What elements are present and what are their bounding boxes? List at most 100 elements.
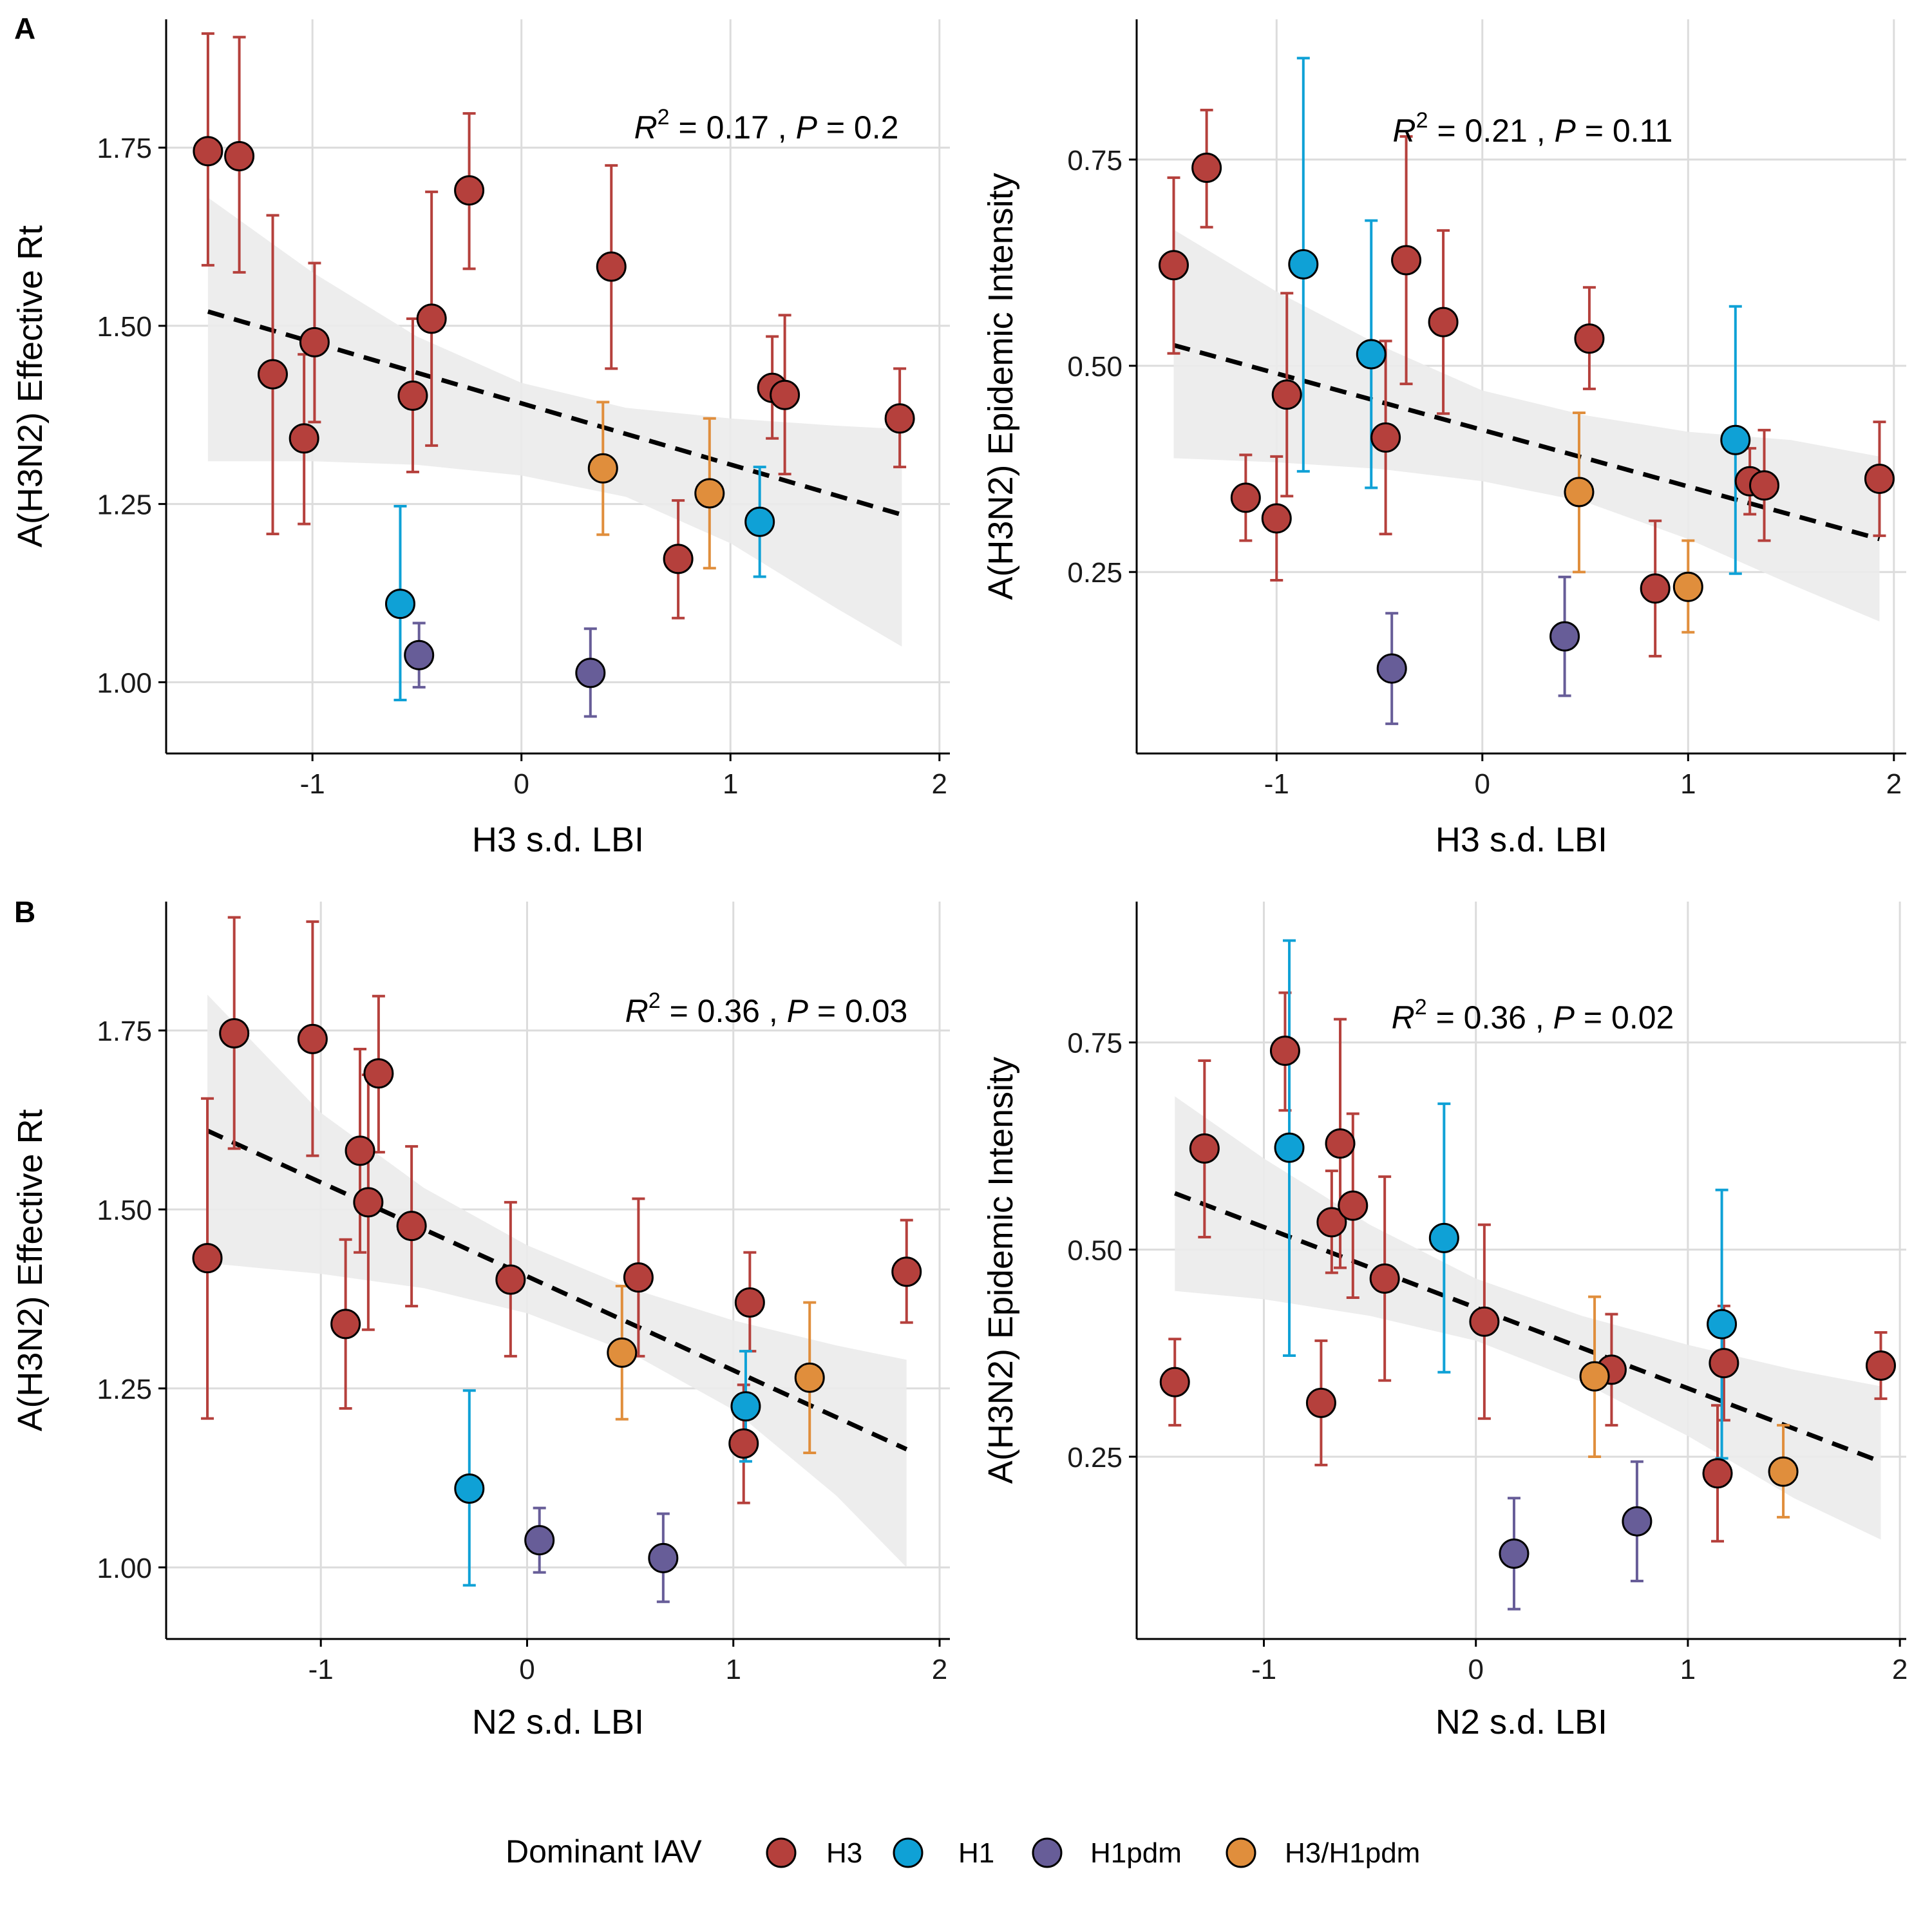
data-point-h1pdm — [1376, 653, 1407, 684]
y-axis-title: A(H3N2) Epidemic Intensity — [981, 173, 1020, 600]
y-tick-label: 1.50 — [97, 311, 152, 343]
fit-statistics-part: = 0.11 — [1576, 113, 1673, 149]
data-point-h3 — [884, 403, 915, 434]
y-axis-title: A(H3N2) Epidemic Intensity — [981, 1057, 1020, 1484]
fit-statistics-part: R — [625, 993, 649, 1029]
plot-panels: -1 0 1 2 1.00 1.25 1.50 1.75 H3 s.d. LBI A(H3N2) … — [11, 19, 1908, 1741]
data-point-h3 — [363, 1058, 394, 1089]
fit-statistics-part: P — [1555, 113, 1577, 149]
data-point-h1 — [1720, 424, 1751, 455]
fit-statistics: R2 = 0.17 , P = 0.2 — [634, 105, 899, 146]
panel-label-b: B — [14, 895, 35, 929]
x-tick-label: 2 — [1892, 1654, 1908, 1685]
data-point-h3 — [623, 1262, 654, 1293]
x-tick-label: 1 — [725, 1654, 741, 1685]
fit-statistics-part: 2 — [1415, 995, 1427, 1019]
legend-key-h3-h1pdm — [1226, 1837, 1256, 1868]
data-point-h3 — [1709, 1348, 1739, 1379]
data-point-h3-h1pdm — [694, 478, 725, 509]
fit-statistics-part: P — [1553, 999, 1575, 1036]
y-tick-label: 1.25 — [97, 1374, 152, 1405]
legend-item-h3-h1pdm: H3/H1pdm — [1226, 1837, 1420, 1869]
panel-label-a: A — [14, 12, 35, 45]
fit-statistics-part: = 0.36 , — [1427, 999, 1553, 1036]
data-point-h3 — [734, 1287, 765, 1318]
legend-item-h1: H1 — [893, 1837, 994, 1869]
x-axis-title: H3 s.d. LBI — [1435, 820, 1607, 859]
plot-panel-1: -1 0 1 2 1.00 1.25 1.50 1.75 H3 s.d. LBI A(H3N2) … — [11, 19, 950, 859]
legend-key-h1 — [893, 1837, 923, 1868]
data-point-h1 — [1707, 1309, 1738, 1340]
data-point-h1 — [744, 506, 775, 537]
fit-statistics: R2 = 0.36 , P = 0.02 — [1392, 995, 1674, 1036]
data-point-h3 — [663, 544, 694, 574]
x-tick-label: 1 — [1680, 1654, 1696, 1685]
y-tick-label: 1.75 — [97, 133, 152, 164]
data-point-h3 — [224, 141, 255, 172]
data-point-h1 — [1274, 1132, 1305, 1163]
y-tick-label: 0.50 — [1067, 1235, 1122, 1266]
fit-statistics-part: = 0.17 , — [670, 109, 796, 146]
data-point-h3 — [416, 303, 447, 334]
confidence-band — [1175, 1096, 1881, 1540]
x-axis-title: N2 s.d. LBI — [472, 1703, 644, 1741]
legend: Dominant IAV H3 H1 H1pdm H3/H1pdm — [506, 1833, 1420, 1870]
data-point-h3 — [1749, 470, 1780, 501]
y-tick-label: 1.00 — [97, 1553, 152, 1584]
data-point-h3 — [454, 175, 485, 206]
fit-statistics-part: 2 — [649, 989, 661, 1013]
y-tick-label: 1.00 — [97, 667, 152, 699]
fit-statistics-part: R — [1393, 113, 1416, 149]
data-point-h1pdm — [648, 1542, 679, 1573]
fit-statistics-part: 2 — [658, 105, 670, 129]
fit-statistics-part: = 0.2 — [817, 109, 899, 146]
x-tick-label: -1 — [308, 1654, 334, 1685]
x-axis-title: N2 s.d. LBI — [1435, 1703, 1607, 1741]
legend-label-h1: H1 — [958, 1837, 994, 1869]
data-point-h3 — [1159, 250, 1189, 281]
plot-panel-2: -1 0 1 2 0.25 0.50 0.75 H3 s.d. LBI A(H3N2) Epid… — [981, 19, 1906, 859]
plot-panel-4: -1 0 1 2 0.25 0.50 0.75 N2 s.d. LBI A(H3N2) Epid… — [981, 902, 1908, 1741]
y-tick-label: 1.50 — [97, 1195, 152, 1226]
regression-line — [1174, 1191, 1882, 1464]
y-axis-title: A(H3N2) Effective Rt — [11, 1109, 50, 1431]
data-points — [192, 1018, 922, 1573]
data-point-h3-h1pdm — [1768, 1456, 1799, 1487]
data-point-h3 — [299, 327, 330, 357]
fit-statistics-part: R — [634, 109, 658, 146]
data-point-h3 — [1370, 422, 1401, 453]
legend-key-h1pdm — [1032, 1837, 1063, 1868]
data-point-h3 — [1864, 463, 1895, 494]
confidence-band — [1173, 229, 1880, 622]
y-tick-label: 0.25 — [1067, 557, 1122, 589]
x-tick-label: 0 — [1468, 1654, 1483, 1685]
data-point-h3 — [1325, 1128, 1356, 1159]
regression-line — [206, 1128, 908, 1452]
data-point-h3 — [1338, 1190, 1368, 1221]
data-point-h3 — [396, 1211, 427, 1242]
fit-statistics-part: R — [1392, 999, 1415, 1036]
data-point-h3 — [770, 379, 800, 410]
data-point-h3-h1pdm — [1579, 1361, 1610, 1392]
data-point-h1 — [1356, 339, 1387, 370]
data-point-h3 — [1865, 1350, 1896, 1381]
data-point-h3 — [297, 1023, 328, 1054]
legend-label-h3-h1pdm: H3/H1pdm — [1285, 1837, 1420, 1869]
data-point-h3 — [192, 1243, 223, 1274]
y-axis-title: A(H3N2) Effective Rt — [11, 225, 50, 547]
data-points — [193, 136, 915, 688]
y-tick-label: 1.75 — [97, 1016, 152, 1047]
data-point-h3-h1pdm — [794, 1362, 825, 1393]
x-tick-label: -1 — [1251, 1654, 1276, 1685]
data-point-h1 — [384, 589, 415, 620]
x-tick-label: 0 — [1475, 768, 1490, 800]
data-point-h1pdm — [1549, 621, 1580, 652]
data-point-h3 — [1261, 503, 1292, 534]
data-point-h3 — [1271, 379, 1302, 410]
legend-key-h3 — [766, 1837, 797, 1868]
x-tick-label: 1 — [723, 768, 738, 800]
x-axis-title: H3 s.d. LBI — [472, 820, 644, 859]
data-point-h3 — [596, 251, 627, 282]
fit-statistics: R2 = 0.36 , P = 0.03 — [625, 989, 908, 1029]
data-point-h3-h1pdm — [1564, 477, 1595, 507]
